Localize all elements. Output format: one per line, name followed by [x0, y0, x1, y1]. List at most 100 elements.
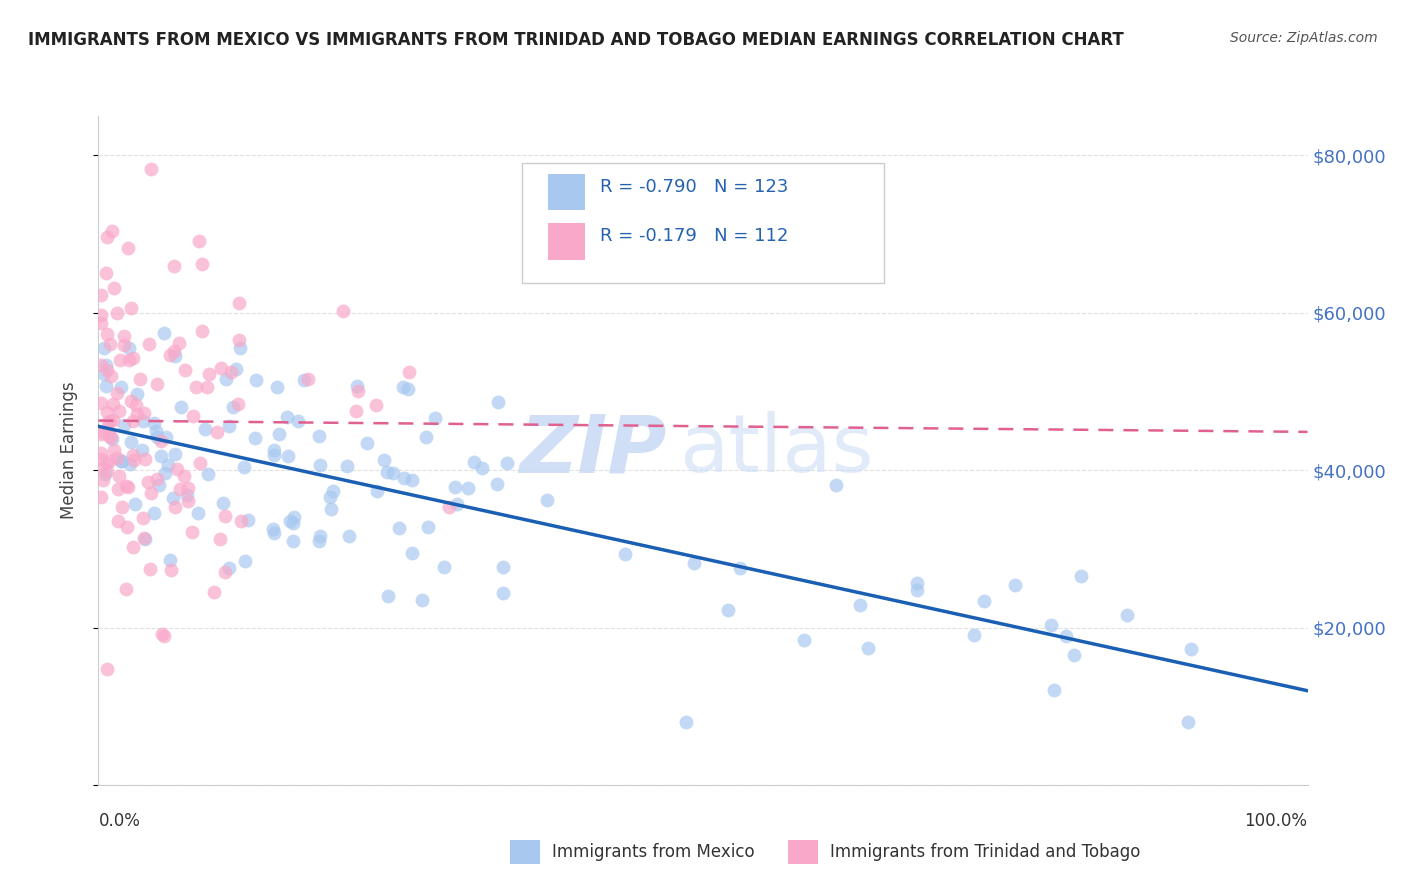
FancyBboxPatch shape	[522, 163, 884, 284]
Point	[101, 224, 124, 238]
Point	[124, 453, 146, 467]
Point	[127, 386, 149, 401]
Point	[1063, 648, 1085, 663]
Point	[297, 372, 319, 386]
Point	[90, 446, 112, 460]
Point	[287, 414, 309, 428]
Point	[163, 349, 186, 363]
Point	[163, 343, 186, 358]
Point	[276, 410, 298, 425]
Text: Immigrants from Mexico: Immigrants from Mexico	[553, 843, 755, 861]
Point	[167, 335, 190, 350]
Point	[309, 458, 332, 472]
Point	[117, 241, 139, 255]
Point	[180, 524, 202, 539]
Point	[96, 662, 118, 676]
Point	[209, 360, 232, 375]
Point	[277, 450, 299, 464]
Point	[98, 454, 121, 468]
Point	[190, 324, 212, 338]
Point	[793, 633, 815, 648]
Point	[283, 509, 305, 524]
Point	[308, 529, 330, 543]
Point	[98, 414, 121, 428]
Point	[485, 477, 508, 491]
Point	[187, 235, 209, 249]
Point	[332, 304, 354, 318]
Point	[232, 459, 254, 474]
Point	[214, 565, 236, 579]
Point	[336, 459, 359, 474]
Point	[446, 497, 468, 511]
Point	[146, 376, 169, 391]
Point	[492, 586, 515, 600]
Point	[366, 398, 388, 412]
Point	[103, 442, 125, 457]
Point	[411, 592, 433, 607]
Point	[110, 380, 132, 394]
Point	[105, 305, 128, 319]
Point	[93, 367, 115, 381]
Point	[100, 430, 122, 444]
Point	[101, 412, 124, 426]
Point	[728, 560, 751, 574]
Point	[190, 257, 212, 271]
Point	[443, 480, 465, 494]
Point	[177, 481, 200, 495]
Point	[90, 308, 112, 322]
Point	[166, 461, 188, 475]
Point	[108, 403, 131, 417]
Point	[169, 482, 191, 496]
Point	[197, 368, 219, 382]
Point	[145, 430, 167, 444]
Point	[245, 373, 267, 387]
Point	[463, 455, 485, 469]
Point	[155, 430, 177, 444]
Point	[139, 561, 162, 575]
Point	[120, 301, 142, 315]
Text: atlas: atlas	[679, 411, 873, 490]
Point	[225, 362, 247, 376]
Point	[112, 338, 135, 352]
Point	[121, 448, 143, 462]
Point	[110, 454, 132, 468]
Point	[614, 547, 637, 561]
Point	[159, 552, 181, 566]
Point	[388, 520, 411, 534]
Point	[377, 590, 399, 604]
Point	[319, 502, 342, 516]
Point	[392, 380, 415, 394]
Point	[120, 435, 142, 450]
Point	[1004, 578, 1026, 592]
Point	[229, 341, 252, 355]
Point	[292, 373, 315, 387]
Point	[118, 353, 141, 368]
Point	[243, 431, 266, 445]
Point	[148, 478, 170, 492]
Text: Source: ZipAtlas.com: Source: ZipAtlas.com	[1230, 31, 1378, 45]
Point	[425, 411, 447, 425]
Point	[112, 329, 135, 343]
Point	[105, 450, 128, 465]
Text: ZIP: ZIP	[519, 411, 666, 490]
Point	[159, 348, 181, 362]
Text: Immigrants from Trinidad and Tobago: Immigrants from Trinidad and Tobago	[830, 843, 1140, 861]
Point	[536, 493, 558, 508]
Text: 100.0%: 100.0%	[1244, 812, 1308, 830]
Point	[495, 456, 517, 470]
Point	[1043, 682, 1066, 697]
Point	[90, 427, 112, 442]
Point	[267, 426, 290, 441]
Point	[319, 490, 342, 504]
Point	[131, 443, 153, 458]
Point	[115, 479, 138, 493]
Point	[190, 456, 212, 470]
Text: R = -0.179   N = 112: R = -0.179 N = 112	[600, 227, 789, 245]
Point	[103, 281, 125, 295]
Point	[211, 496, 233, 510]
Point	[226, 397, 249, 411]
Point	[152, 326, 174, 340]
Point	[90, 451, 112, 466]
Point	[382, 466, 405, 480]
Point	[219, 365, 242, 379]
